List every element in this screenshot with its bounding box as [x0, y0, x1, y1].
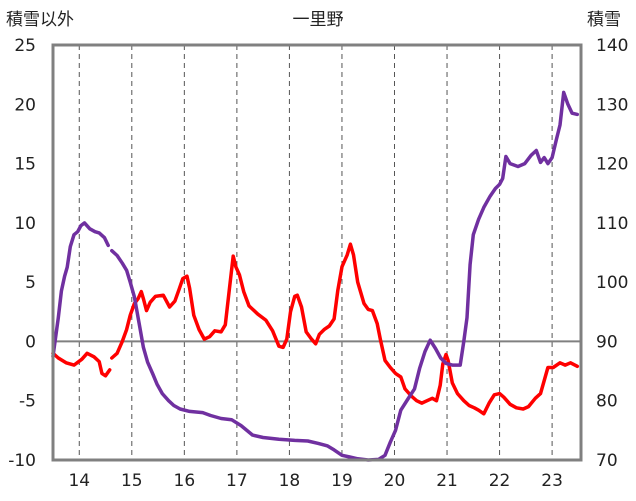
right-tick-label: 70: [596, 451, 618, 471]
right-tick-label: 80: [596, 392, 618, 412]
left-tick-label: 25: [14, 36, 36, 56]
left-tick-label: 20: [14, 95, 36, 115]
series-left-line-segment-1: [110, 242, 580, 416]
x-tick-label: 18: [279, 471, 301, 491]
right-tick-label: 130: [596, 95, 628, 115]
left-tick-label: 5: [25, 273, 36, 293]
left-tick-label: -5: [19, 392, 36, 412]
x-tick-label: 22: [489, 471, 511, 491]
x-tick-label: 14: [68, 471, 90, 491]
plot-frame: [51, 43, 583, 462]
series-right-line-segment-1: [110, 90, 580, 462]
x-axis-ticks: 14 15 16 17 18 19 20 21 22 23: [68, 471, 562, 491]
right-tick-label: 90: [596, 332, 618, 352]
chart-title: 一里野: [293, 10, 344, 30]
right-tick-label: 120: [596, 155, 628, 175]
x-tick-label: 16: [174, 471, 196, 491]
x-tick-label: 17: [226, 471, 248, 491]
right-tick-label: 100: [596, 273, 628, 293]
x-tick-label: 19: [331, 471, 353, 491]
right-axis-label: 積雪: [587, 10, 621, 30]
left-tick-label: 0: [25, 332, 36, 352]
x-tick-label: 21: [436, 471, 458, 491]
left-tick-label: 15: [14, 155, 36, 175]
series-right-line-segment-0: [51, 221, 110, 359]
right-tick-label: 140: [596, 36, 628, 56]
series-left-line-segment-0: [51, 351, 112, 378]
left-tick-label: 10: [14, 214, 36, 234]
x-tick-label: 20: [384, 471, 406, 491]
right-axis-ticks: 70 80 90 100 110 120 130 140: [596, 36, 628, 471]
right-tick-label: 110: [596, 214, 628, 234]
left-axis-label: 積雪以外: [6, 10, 74, 30]
x-tick-label: 23: [541, 471, 563, 491]
plot-area: [51, 43, 583, 462]
x-tick-label: 15: [121, 471, 143, 491]
left-axis-ticks: -10 -5 0 5 10 15 20 25: [8, 36, 36, 471]
left-tick-label: -10: [8, 451, 36, 471]
